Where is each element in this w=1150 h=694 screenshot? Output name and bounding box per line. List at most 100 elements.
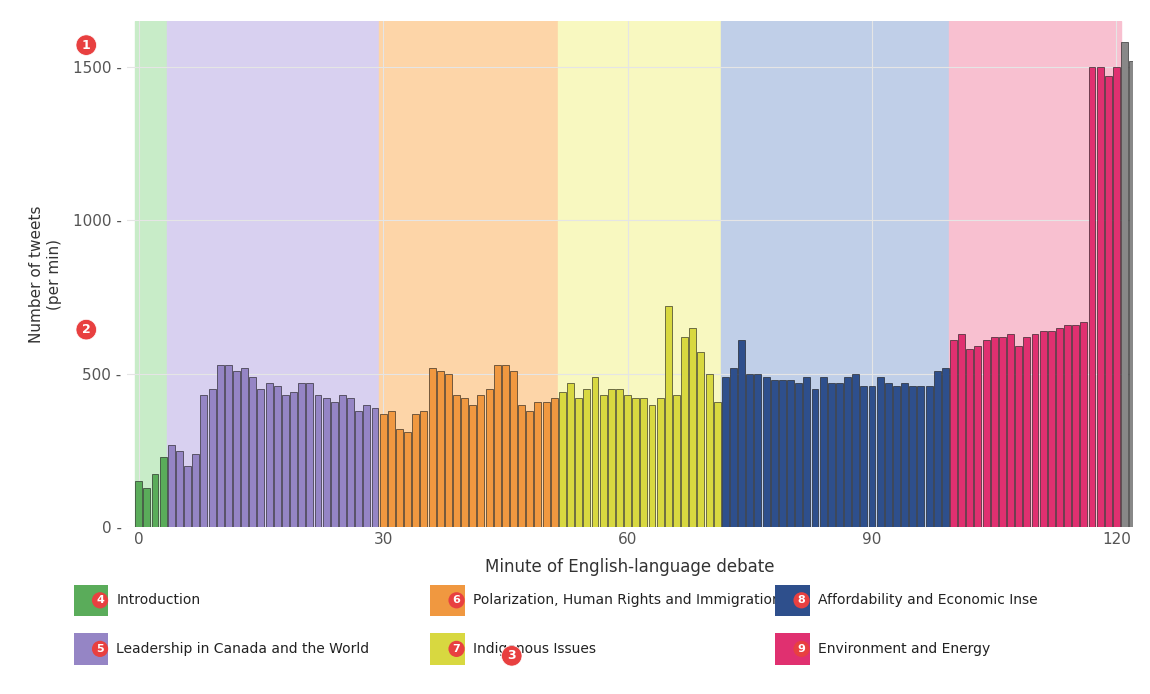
Bar xyxy=(477,396,484,527)
Bar xyxy=(1121,42,1128,527)
Bar xyxy=(306,383,313,527)
Bar xyxy=(176,450,183,527)
Bar xyxy=(469,405,476,527)
Bar xyxy=(200,396,207,527)
Bar xyxy=(804,377,811,527)
X-axis label: Minute of English-language debate: Minute of English-language debate xyxy=(485,559,774,577)
Bar xyxy=(714,402,721,527)
Bar xyxy=(429,368,436,527)
Bar xyxy=(331,402,338,527)
Text: 9: 9 xyxy=(798,644,805,654)
Bar xyxy=(152,474,159,527)
Bar xyxy=(884,383,891,527)
Bar xyxy=(641,398,647,527)
Bar xyxy=(868,386,875,527)
Bar xyxy=(1007,334,1014,527)
Bar xyxy=(208,389,215,527)
Bar xyxy=(665,306,672,527)
Bar xyxy=(363,405,370,527)
Bar xyxy=(167,21,380,527)
Bar xyxy=(160,457,167,527)
Bar xyxy=(445,374,452,527)
Bar xyxy=(722,377,729,527)
Bar xyxy=(1032,334,1038,527)
Bar xyxy=(1129,61,1136,527)
Text: 3: 3 xyxy=(507,650,516,662)
Bar xyxy=(290,392,297,527)
Bar xyxy=(274,386,281,527)
Bar xyxy=(649,405,655,527)
Bar xyxy=(1048,331,1055,527)
Bar xyxy=(583,389,590,527)
Bar xyxy=(787,380,793,527)
Bar xyxy=(380,414,386,527)
Bar xyxy=(999,337,1006,527)
Bar xyxy=(991,337,998,527)
Text: Polarization, Human Rights and Immigration: Polarization, Human Rights and Immigrati… xyxy=(473,593,781,607)
Bar xyxy=(233,371,240,527)
Bar xyxy=(1072,325,1079,527)
Bar xyxy=(1015,346,1022,527)
Bar xyxy=(501,365,508,527)
Bar xyxy=(567,383,574,527)
Bar xyxy=(266,383,273,527)
Bar xyxy=(192,454,199,527)
Bar xyxy=(184,466,191,527)
Bar xyxy=(527,411,534,527)
Bar xyxy=(681,337,688,527)
Bar xyxy=(608,389,615,527)
Text: 7: 7 xyxy=(453,644,460,654)
Bar xyxy=(706,374,713,527)
Bar xyxy=(860,386,867,527)
Bar xyxy=(437,371,444,527)
Bar xyxy=(575,398,582,527)
Bar xyxy=(453,396,460,527)
Bar xyxy=(298,383,305,527)
Bar xyxy=(559,392,566,527)
Bar xyxy=(1040,331,1047,527)
Bar xyxy=(404,432,411,527)
Bar xyxy=(673,396,680,527)
Bar xyxy=(258,389,264,527)
Bar xyxy=(136,482,143,527)
Y-axis label: Number of tweets
(per min): Number of tweets (per min) xyxy=(29,205,62,343)
Bar xyxy=(942,368,949,527)
Bar xyxy=(1080,322,1088,527)
Bar xyxy=(836,383,843,527)
Text: 1: 1 xyxy=(82,39,91,51)
Bar xyxy=(918,386,925,527)
Bar xyxy=(135,21,167,527)
Bar xyxy=(902,383,908,527)
Bar xyxy=(421,411,428,527)
Bar xyxy=(551,398,558,527)
Bar xyxy=(697,353,705,527)
Bar xyxy=(591,377,598,527)
Bar xyxy=(371,407,378,527)
Text: Affordability and Economic Inse: Affordability and Economic Inse xyxy=(818,593,1037,607)
Bar xyxy=(282,396,289,527)
Bar xyxy=(762,377,769,527)
Bar xyxy=(519,405,526,527)
Bar xyxy=(1089,67,1096,527)
Bar xyxy=(770,380,777,527)
Bar xyxy=(1064,325,1071,527)
Bar xyxy=(966,349,973,527)
Text: Indigenous Issues: Indigenous Issues xyxy=(473,642,596,656)
Bar xyxy=(323,398,330,527)
Text: Environment and Energy: Environment and Energy xyxy=(818,642,990,656)
Bar xyxy=(812,389,819,527)
Bar xyxy=(934,371,941,527)
Bar xyxy=(1113,67,1120,527)
Bar xyxy=(876,377,883,527)
Bar xyxy=(559,21,721,527)
Bar xyxy=(746,374,753,527)
Bar xyxy=(894,386,900,527)
Bar xyxy=(355,411,362,527)
Bar xyxy=(461,398,468,527)
Bar xyxy=(910,386,917,527)
Bar xyxy=(689,328,696,527)
Text: 8: 8 xyxy=(798,595,805,605)
Bar xyxy=(1024,337,1030,527)
Bar xyxy=(543,402,550,527)
Bar xyxy=(535,402,542,527)
